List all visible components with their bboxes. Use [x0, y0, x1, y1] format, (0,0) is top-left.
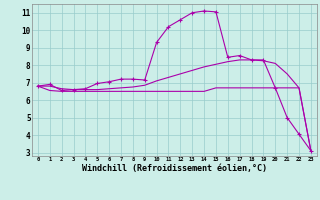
X-axis label: Windchill (Refroidissement éolien,°C): Windchill (Refroidissement éolien,°C) [82, 164, 267, 173]
